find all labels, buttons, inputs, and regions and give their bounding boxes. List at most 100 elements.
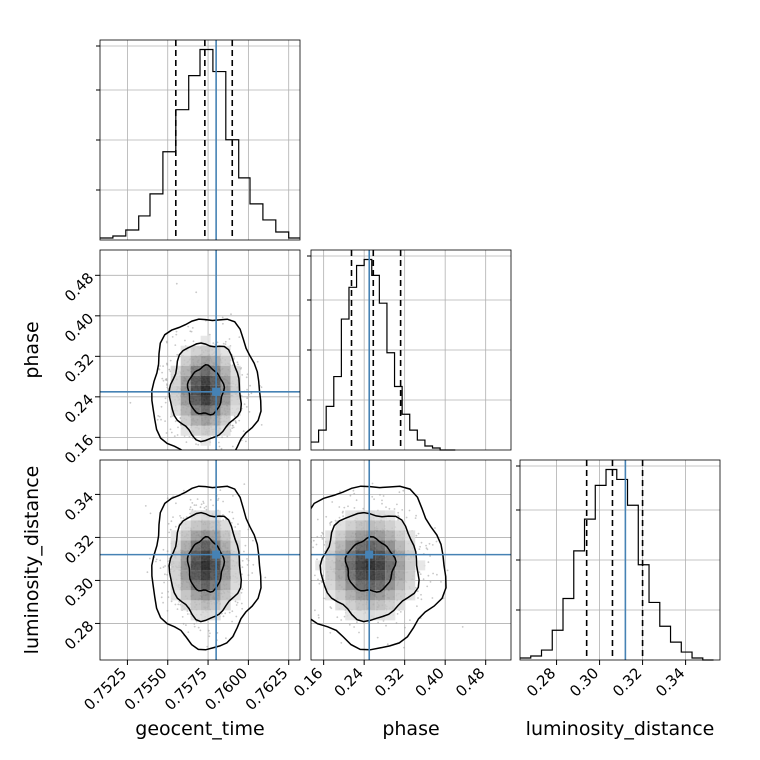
sample-point [209,499,212,501]
density-cell [190,560,201,571]
sample-point [167,387,169,390]
sample-point [338,516,341,519]
sample-point [205,508,208,511]
density-cell [170,560,181,571]
sample-point [189,508,191,511]
sample-point [161,592,164,594]
y-axis-label-phase: phase [21,321,43,378]
sample-point [243,483,246,485]
sample-point [203,507,206,509]
sample-point [167,560,169,563]
density-cell [355,600,366,611]
density-cell [220,590,231,601]
density-cell [375,520,386,531]
sample-point [427,574,430,577]
sample-point [338,506,341,508]
sample-point [232,495,234,497]
xtick-label-geocent_time-3: 0.7600 [201,664,251,714]
sample-point [218,441,220,444]
density-cell [395,540,406,551]
sample-point [422,578,425,581]
density-cell [180,560,191,571]
sample-point [225,637,227,640]
density-cell [375,610,386,621]
density-cell [325,530,336,541]
density-cell [190,395,201,406]
ytick-label-phase-1: 0.24 [61,390,97,426]
sample-point [206,645,209,648]
sample-point [362,507,365,510]
sample-point [182,517,185,520]
sample-point [446,569,449,572]
sample-point [195,443,197,445]
histogram-luminosity_distance [520,468,714,661]
sample-point [216,632,219,634]
panel-content-phase__luminosity_distance [301,460,511,660]
sample-point [196,498,199,500]
sample-point [220,447,223,450]
sample-point [241,573,243,576]
contour-geocent_time__luminosity_distance-2 [151,485,262,651]
sample-point [322,597,325,600]
sample-point [203,455,205,457]
sample-point [167,522,170,525]
sample-point [161,377,164,380]
sample-point [231,427,234,429]
density-cell [180,540,191,551]
sample-point [426,585,429,588]
density-cell [190,345,201,356]
density-cell [355,610,366,621]
density-cell [355,510,366,521]
density-cell [345,570,356,581]
truth-marker-geocent_time__luminosity_distance [212,550,221,559]
sample-point [175,330,178,333]
sample-point [336,616,339,619]
sample-point [202,502,205,504]
density-cell [365,580,376,591]
sample-point [260,386,263,389]
density-cell [200,610,211,621]
sample-point [179,515,181,517]
contour-geocent_time__luminosity_distance-0 [186,535,226,593]
sample-point [177,603,180,606]
density-cell [365,520,376,531]
sample-point [231,620,234,623]
sample-point [325,515,328,518]
xtick-label-luminosity_distance-0: 0.28 [523,664,559,700]
density-cell [190,590,201,601]
sample-point [385,506,387,508]
sample-point [187,631,190,634]
density-cell [395,560,406,571]
density-cell [190,530,201,541]
xtick-label-luminosity_distance-1: 0.30 [566,664,602,700]
density-cell [200,540,211,551]
sample-point [217,497,220,500]
sample-point [246,564,249,566]
sample-point [165,432,168,434]
sample-point [162,379,165,382]
ytick-label-luminosity_distance-3: 0.34 [61,488,97,524]
density-cell [385,520,396,531]
sample-point [224,612,227,615]
sample-point [301,516,303,518]
xtick-label-phase-2: 0.32 [371,664,407,700]
sample-point [432,572,434,575]
sample-point [192,340,195,343]
density-cell [395,530,406,541]
sample-point [226,435,229,438]
ytick-label-luminosity_distance-2: 0.32 [61,531,97,567]
contour-geocent_time__luminosity_distance-1 [168,511,243,623]
x-axis-label-phase: phase [382,718,439,740]
sample-point [244,544,247,547]
density-cell [345,510,356,521]
sample-point [429,555,431,557]
ytick-label-phase-2: 0.32 [61,350,97,386]
sample-point [427,561,430,564]
sample-point [414,586,417,589]
sample-point [409,619,411,621]
density-cell [200,425,211,436]
sample-point [247,528,250,531]
sample-point [312,539,315,542]
density-cell [200,530,211,541]
sample-point [236,601,239,604]
